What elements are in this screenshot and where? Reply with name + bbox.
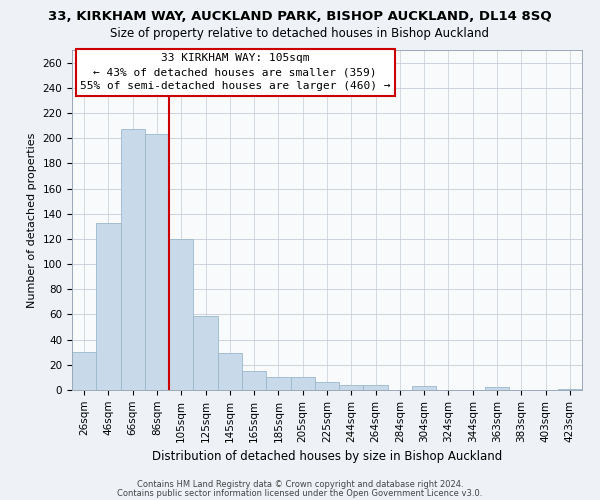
Bar <box>121 130 145 390</box>
Bar <box>485 388 509 390</box>
Bar <box>339 385 364 390</box>
Bar <box>169 239 193 390</box>
Bar <box>193 316 218 390</box>
Bar <box>96 222 121 390</box>
Text: Contains HM Land Registry data © Crown copyright and database right 2024.: Contains HM Land Registry data © Crown c… <box>137 480 463 489</box>
Bar <box>558 388 582 390</box>
Bar <box>72 352 96 390</box>
Text: 33 KIRKHAM WAY: 105sqm
← 43% of detached houses are smaller (359)
55% of semi-de: 33 KIRKHAM WAY: 105sqm ← 43% of detached… <box>80 54 391 92</box>
Bar <box>315 382 339 390</box>
Text: Size of property relative to detached houses in Bishop Auckland: Size of property relative to detached ho… <box>110 28 490 40</box>
Text: 33, KIRKHAM WAY, AUCKLAND PARK, BISHOP AUCKLAND, DL14 8SQ: 33, KIRKHAM WAY, AUCKLAND PARK, BISHOP A… <box>48 10 552 23</box>
X-axis label: Distribution of detached houses by size in Bishop Auckland: Distribution of detached houses by size … <box>152 450 502 463</box>
Bar <box>266 378 290 390</box>
Bar <box>145 134 169 390</box>
Bar <box>242 371 266 390</box>
Bar <box>218 354 242 390</box>
Text: Contains public sector information licensed under the Open Government Licence v3: Contains public sector information licen… <box>118 488 482 498</box>
Bar <box>412 386 436 390</box>
Bar <box>364 385 388 390</box>
Y-axis label: Number of detached properties: Number of detached properties <box>27 132 37 308</box>
Bar <box>290 378 315 390</box>
